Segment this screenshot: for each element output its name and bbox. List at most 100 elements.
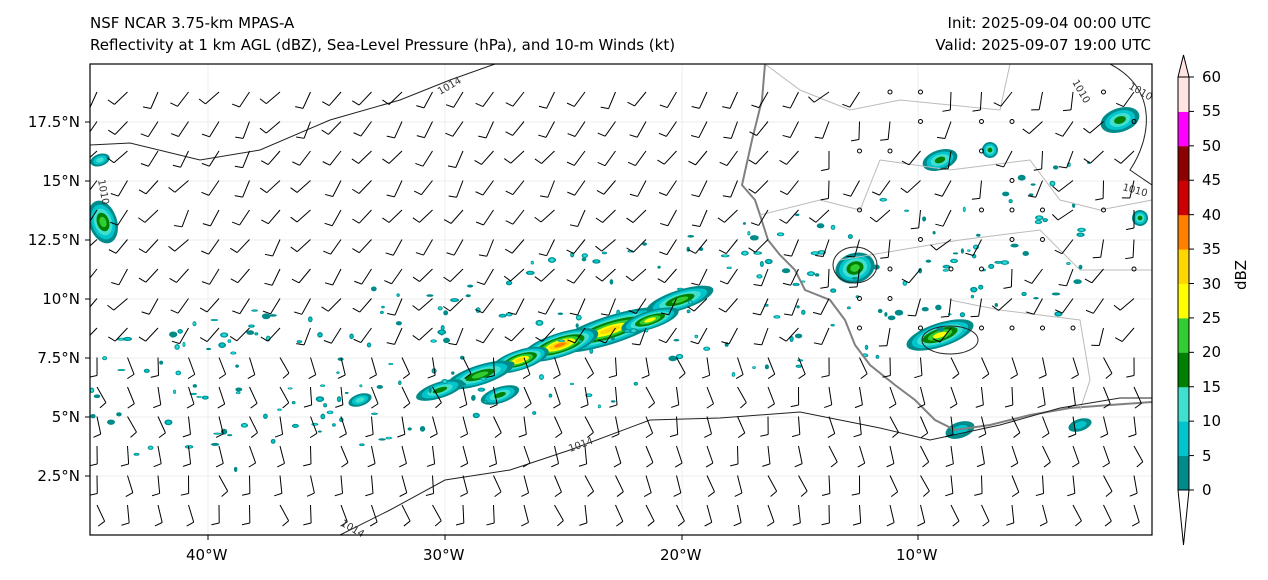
wind-barb [595, 268, 616, 282]
wind-barb [475, 327, 494, 344]
wind-barb [174, 209, 189, 228]
wind-barb [230, 268, 250, 284]
echo-cell [1033, 296, 1039, 300]
echo-cell [533, 411, 536, 414]
wind-barb [387, 298, 403, 316]
echo-cell [193, 322, 196, 325]
wind-barb [645, 504, 655, 527]
wind-barb [234, 180, 250, 198]
wind-barb [584, 357, 594, 379]
colorbar-tick-label: 15 [1202, 377, 1222, 396]
wind-barb [486, 504, 495, 526]
wind-barb [813, 327, 830, 345]
wind-barb [351, 180, 372, 194]
echo-cell [831, 324, 834, 326]
wind-barb [460, 475, 469, 497]
wind-barb [352, 209, 372, 224]
echo-cell [321, 414, 325, 419]
wind-barb [309, 416, 318, 439]
echo-cell [479, 388, 484, 391]
wind-barb [794, 445, 803, 468]
wind-barb [1011, 416, 1021, 438]
echo-cell [360, 443, 364, 446]
wind-barb [169, 268, 189, 283]
wind-barb [153, 386, 162, 409]
wind-barb [186, 386, 195, 409]
colorbar-tick-label: 20 [1202, 343, 1222, 362]
colorbar-tick-label: 35 [1202, 240, 1222, 259]
wind-barb [505, 91, 525, 107]
lat-tick-label: 5°N [51, 408, 80, 426]
echo-cell [116, 412, 122, 417]
wind-barb [914, 357, 923, 379]
wind-barb-calm [918, 325, 923, 331]
echo-cell [743, 252, 747, 255]
echo-cell [243, 424, 246, 427]
echo-cell [884, 312, 888, 317]
echo-cell [610, 400, 616, 403]
wind-barb [551, 445, 560, 468]
wind-barb [493, 416, 502, 438]
wind-barb [462, 357, 472, 379]
echo-cell [145, 369, 149, 373]
echo-cell [974, 246, 978, 248]
wind-barb [401, 386, 411, 409]
echo-cell [994, 303, 999, 307]
echo-cell [191, 393, 196, 395]
wind-barb [264, 239, 281, 257]
wind-barb [673, 475, 682, 497]
echo-cell [887, 315, 896, 321]
echo-cell [317, 397, 323, 401]
wind-barb [1062, 91, 1074, 112]
wind-barb [291, 268, 311, 284]
wind-barb [820, 180, 830, 201]
wind-barb [812, 298, 830, 316]
wind-barb [399, 445, 407, 468]
wind-barb [247, 357, 256, 380]
echo-cell [509, 361, 515, 366]
wind-barb-calm [1009, 325, 1015, 331]
wind-barb [279, 357, 290, 379]
wind-barb [507, 298, 525, 316]
wind-barb-calm [979, 207, 984, 213]
echo-cell [1017, 174, 1026, 181]
echo-cell [971, 295, 974, 298]
wind-barb-calm [979, 119, 984, 124]
echo-cell [177, 372, 180, 374]
colorbar-tick-label: 60 [1202, 68, 1222, 86]
wind-barb [691, 180, 708, 198]
wind-barb [96, 534, 98, 535]
wind-barb [535, 327, 555, 342]
wind-barb [90, 445, 98, 467]
wind-barb [669, 416, 679, 438]
echo-cell [559, 340, 563, 342]
wind-barb-calm [1131, 266, 1137, 272]
lon-tick-label: 30°W [423, 546, 465, 564]
wind-barb [522, 357, 531, 380]
wind-barb [917, 504, 926, 527]
wind-barb [460, 416, 469, 438]
wind-barb [274, 475, 283, 497]
echo-cell [360, 385, 362, 387]
echo-cell [634, 382, 638, 385]
wind-barb [704, 504, 713, 527]
wind-barb [691, 91, 708, 109]
echo-cell [514, 357, 526, 363]
wind-barb [1039, 504, 1048, 527]
colorbar-bin [1178, 317, 1189, 353]
echo-cell [297, 340, 302, 343]
wind-barb [991, 298, 1013, 311]
echo-cell [323, 404, 327, 407]
echo-cell [293, 424, 298, 428]
wind-barb-calm [857, 148, 862, 154]
wind-barb [107, 150, 128, 164]
wind-barb [792, 504, 801, 526]
wind-barb [107, 121, 128, 135]
echo-cell [267, 337, 270, 340]
wind-barb [815, 239, 830, 258]
wind-barb [157, 534, 159, 535]
echo-cell [228, 340, 231, 342]
wind-barb [171, 327, 189, 345]
lat-tick-label: 15°N [42, 172, 80, 190]
